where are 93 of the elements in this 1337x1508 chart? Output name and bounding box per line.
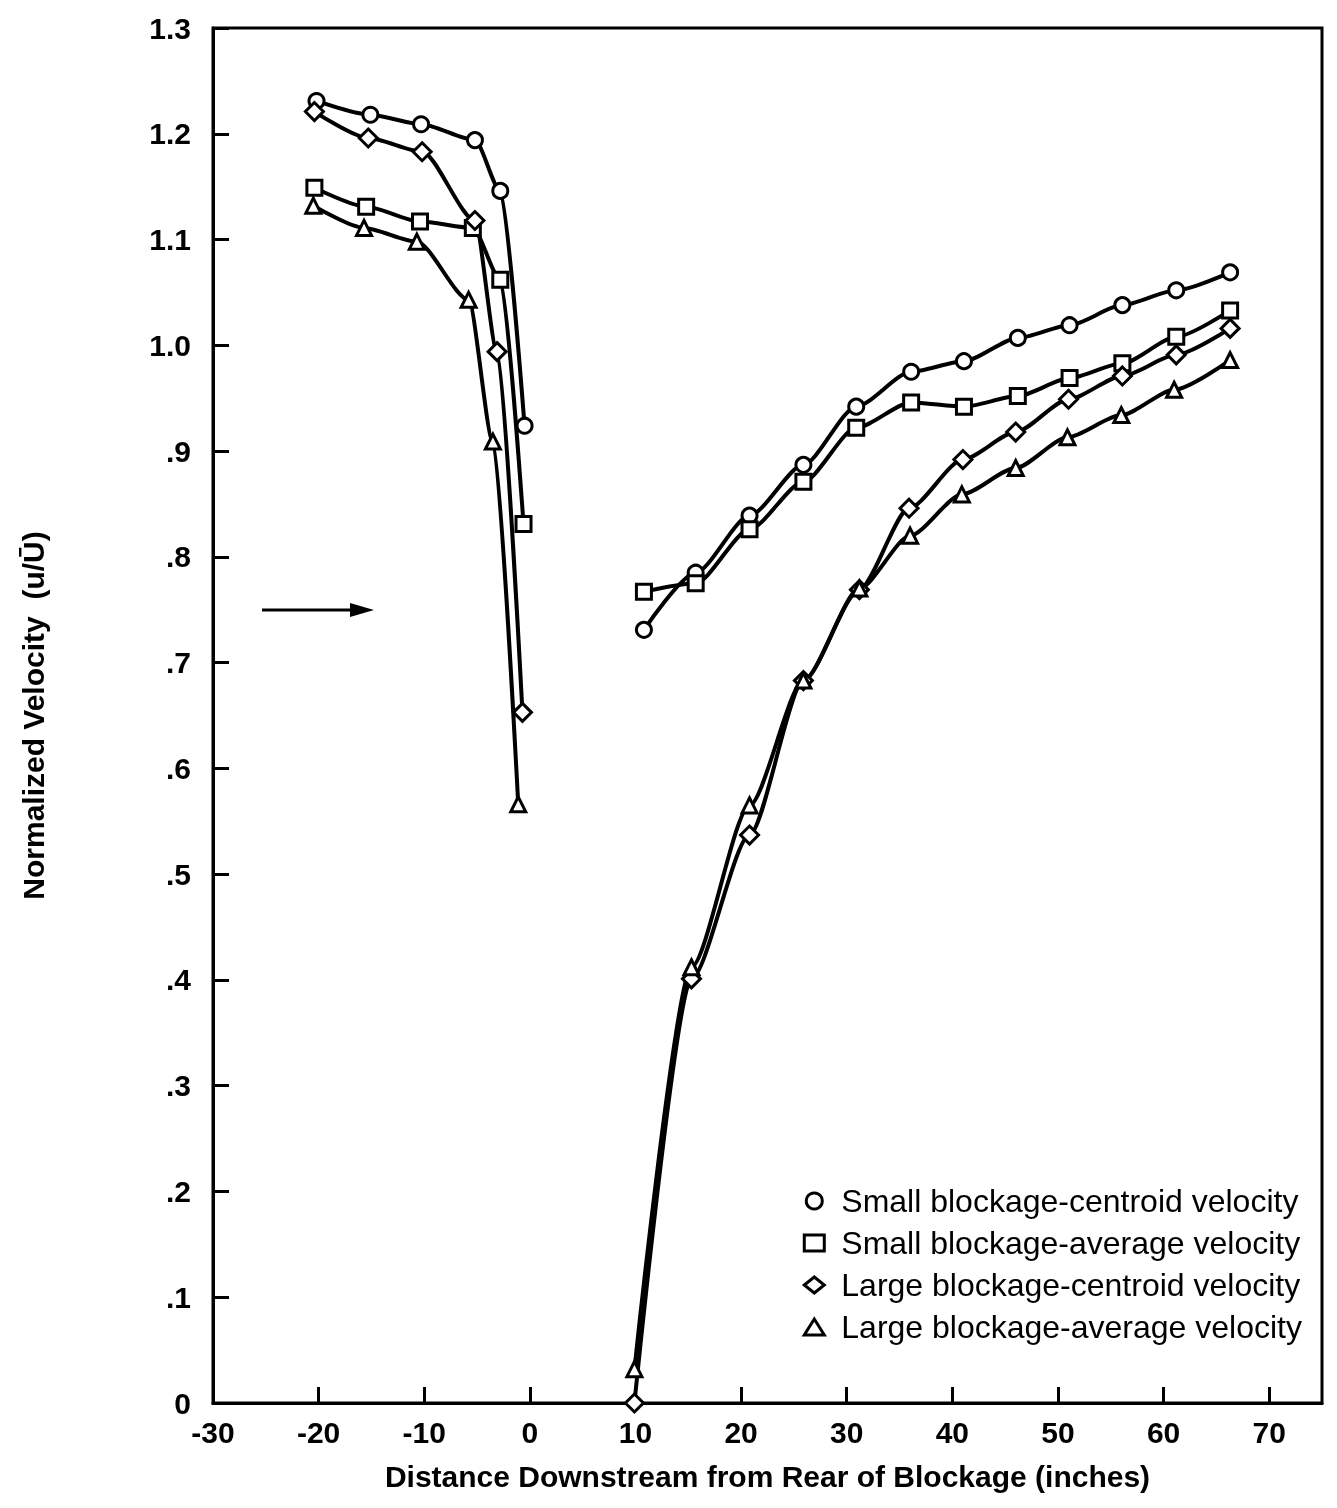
y-tick-label: .7 bbox=[165, 646, 191, 680]
point bbox=[898, 497, 920, 519]
point bbox=[459, 290, 478, 309]
legend-label: Small blockage-centroid velocity bbox=[841, 1183, 1299, 1219]
x-tick-label: -10 bbox=[402, 1415, 446, 1449]
point bbox=[686, 574, 705, 593]
legend-label: Small blockage-average velocity bbox=[841, 1225, 1301, 1261]
point bbox=[1221, 263, 1240, 282]
point bbox=[491, 270, 510, 289]
point bbox=[465, 131, 484, 150]
x-tick-label: 60 bbox=[1146, 1415, 1181, 1449]
point bbox=[1221, 351, 1240, 370]
point bbox=[634, 620, 653, 639]
x-tick-label: -30 bbox=[191, 1415, 235, 1449]
point bbox=[304, 196, 323, 215]
point bbox=[1111, 365, 1133, 387]
point bbox=[483, 430, 503, 451]
point bbox=[1113, 296, 1132, 315]
point bbox=[954, 352, 973, 371]
point bbox=[464, 210, 486, 231]
point bbox=[952, 449, 974, 471]
point bbox=[303, 101, 325, 123]
point bbox=[634, 582, 653, 601]
y-tick-label: .9 bbox=[165, 434, 191, 468]
point bbox=[411, 141, 433, 163]
point bbox=[1005, 421, 1027, 443]
point bbox=[1167, 327, 1186, 346]
point bbox=[1219, 317, 1241, 339]
point bbox=[1165, 344, 1187, 366]
point bbox=[794, 472, 813, 491]
y-tick-label: .4 bbox=[165, 963, 192, 997]
y-tick-label: 1.1 bbox=[149, 223, 191, 257]
y-tick-label: .2 bbox=[165, 1174, 191, 1208]
x-tick-label: 70 bbox=[1252, 1415, 1286, 1449]
y-tick-label: .5 bbox=[165, 857, 191, 891]
point bbox=[1167, 281, 1186, 300]
y-axis-title: Normalized Velocity (u/Ū) bbox=[16, 531, 50, 900]
point bbox=[509, 795, 528, 814]
point bbox=[1165, 380, 1184, 399]
x-tick-label: 40 bbox=[935, 1415, 970, 1449]
point bbox=[625, 1360, 644, 1379]
x-tick-label: 20 bbox=[724, 1415, 758, 1449]
point bbox=[486, 341, 508, 363]
y-tick-label: 1.2 bbox=[149, 117, 191, 151]
point bbox=[305, 178, 324, 197]
y-tick-label: .6 bbox=[165, 751, 191, 785]
x-tick-label: 30 bbox=[830, 1415, 864, 1449]
point bbox=[847, 418, 866, 437]
point bbox=[1008, 387, 1027, 406]
point bbox=[1060, 369, 1079, 388]
point bbox=[407, 232, 426, 251]
point bbox=[847, 397, 866, 416]
point bbox=[515, 416, 534, 435]
point bbox=[740, 796, 759, 815]
point bbox=[357, 127, 379, 149]
y-tick-label: .8 bbox=[165, 540, 191, 574]
y-tick-label: 1.0 bbox=[149, 328, 191, 362]
point bbox=[1058, 428, 1077, 447]
point bbox=[514, 515, 533, 534]
point bbox=[411, 212, 430, 231]
point bbox=[954, 397, 973, 416]
point bbox=[355, 218, 374, 237]
point bbox=[952, 485, 971, 504]
point bbox=[1008, 328, 1027, 347]
point bbox=[1060, 316, 1079, 335]
point bbox=[682, 958, 701, 977]
legend-label: Large blockage-average velocity bbox=[841, 1309, 1302, 1345]
x-tick-label: 10 bbox=[618, 1415, 653, 1449]
x-axis-title: Distance Downstream from Rear of Blockage (inches) bbox=[384, 1459, 1151, 1493]
legend-label: Large blockage-centroid velocity bbox=[841, 1267, 1301, 1303]
x-tick-label: 0 bbox=[521, 1415, 539, 1449]
point bbox=[902, 362, 921, 381]
x-tick-label: -20 bbox=[296, 1415, 341, 1449]
point bbox=[739, 824, 761, 846]
point bbox=[1221, 301, 1240, 320]
y-tick-label: 1.3 bbox=[149, 11, 191, 45]
point bbox=[1112, 406, 1131, 425]
x-tick-label: 50 bbox=[1041, 1415, 1075, 1449]
point bbox=[511, 701, 533, 723]
point bbox=[740, 520, 759, 539]
point bbox=[623, 1392, 645, 1414]
point bbox=[900, 524, 920, 545]
point bbox=[357, 197, 376, 216]
point bbox=[902, 393, 921, 412]
y-tick-label: .3 bbox=[165, 1069, 191, 1103]
point bbox=[794, 455, 813, 474]
y-tick-label: 0 bbox=[174, 1386, 191, 1420]
y-tick-label: .1 bbox=[165, 1280, 191, 1314]
point bbox=[1058, 388, 1080, 410]
point bbox=[361, 105, 380, 124]
point bbox=[1006, 459, 1025, 477]
point bbox=[491, 181, 510, 200]
point bbox=[412, 115, 431, 134]
